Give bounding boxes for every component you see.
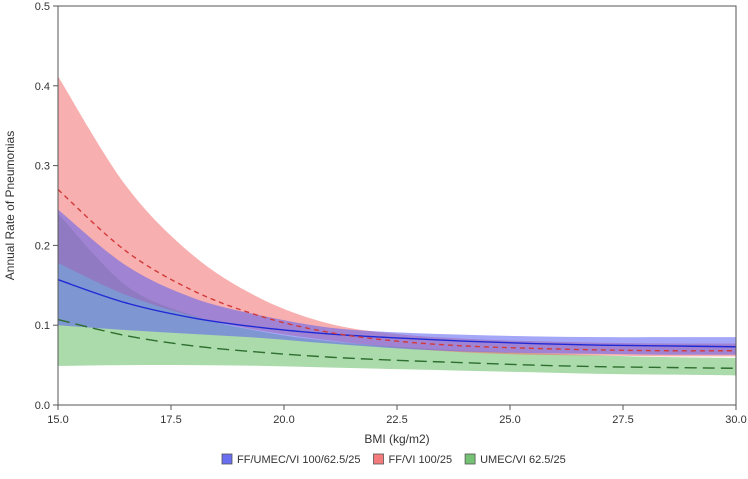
- y-axis-title: Annual Rate of Pneumonias: [3, 131, 17, 280]
- x-tick-label: 25.0: [499, 414, 520, 426]
- y-tick-label: 0.5: [35, 1, 50, 13]
- series-line-3: [57, 318, 737, 369]
- plot-area: [57, 76, 737, 376]
- x-tick-label: 22.5: [386, 414, 407, 426]
- legend-swatch: [373, 453, 384, 465]
- legend-item-2: FF/VI 100/25: [373, 453, 453, 466]
- x-tick-label: 20.0: [273, 414, 294, 426]
- legend-item-3: UMEC/VI 62.5/25: [464, 453, 566, 466]
- legend-label: FF/UMEC/VI 100/62.5/25: [237, 454, 361, 466]
- legend-label: FF/VI 100/25: [389, 454, 453, 466]
- y-tick-label: 0.0: [35, 400, 50, 412]
- y-tick-label: 0.2: [35, 240, 50, 252]
- legend: FF/UMEC/VI 100/62.5/25 FF/VI 100/25 UMEC/V…: [221, 453, 566, 466]
- x-tick-label: 27.5: [612, 414, 633, 426]
- x-tick-label: 30.0: [725, 414, 746, 426]
- x-tick-label: 17.5: [160, 414, 181, 426]
- y-tick-label: 0.1: [35, 320, 50, 332]
- axes: 15.0 17.5 20.0 22.5 25.0 27.5 30.0 0.0 0.1 0.2 0.3…: [35, 1, 747, 426]
- series-line-1: [57, 279, 737, 348]
- y-tick-label: 0.3: [35, 161, 50, 173]
- y-tick-label: 0.4: [35, 81, 50, 93]
- x-axis-title: BMI (kg/m2): [364, 432, 429, 446]
- confidence-band-2: [58, 76, 736, 357]
- series-line-2: [57, 189, 737, 352]
- legend-label: UMEC/VI 62.5/25: [480, 454, 566, 466]
- legend-item-1: FF/UMEC/VI 100/62.5/25: [221, 453, 361, 466]
- x-tick-label: 15.0: [47, 414, 68, 426]
- confidence-band-1: [58, 209, 736, 355]
- legend-swatch: [464, 453, 476, 465]
- legend-swatch: [221, 453, 233, 465]
